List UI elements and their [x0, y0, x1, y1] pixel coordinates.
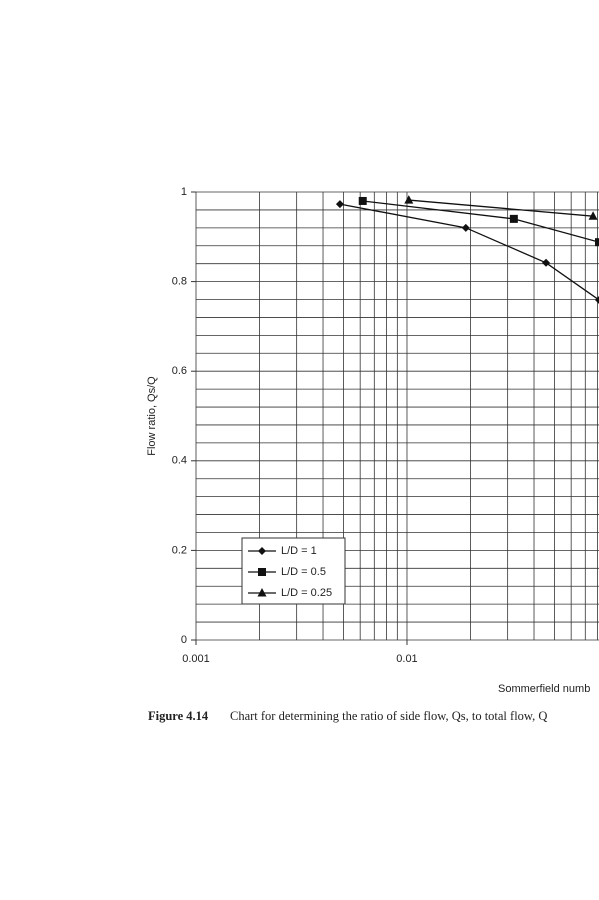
marker [595, 295, 599, 304]
caption-label: Figure 4.14 [148, 709, 209, 723]
marker [588, 211, 598, 220]
marker [358, 196, 367, 205]
marker [509, 214, 518, 223]
caption-text: Chart for determining the ratio of side … [230, 709, 547, 723]
x-axis-label: Sommerfield numb [498, 683, 590, 695]
marker [404, 195, 414, 204]
marker [335, 200, 344, 209]
legend-label: L/D = 0.25 [281, 587, 332, 599]
series-line [362, 200, 599, 243]
series-line [408, 199, 594, 217]
y-axis-label: Flow ratio, Qs/Q [146, 376, 158, 456]
legend-marker [257, 588, 267, 597]
y-tick-label: 0.2 [172, 544, 187, 556]
y-tick-label: 1 [181, 186, 187, 198]
marker [542, 258, 551, 267]
x-tick-label: 0.01 [396, 653, 417, 665]
y-tick-label: 0.8 [172, 276, 187, 288]
legend-marker [258, 568, 266, 576]
marker [595, 238, 599, 247]
legend-marker [258, 547, 266, 555]
marker [461, 223, 470, 232]
legend-label: L/D = 1 [281, 545, 317, 557]
legend-label: L/D = 0.5 [281, 566, 326, 578]
y-tick-label: 0.4 [172, 455, 187, 467]
series-line [339, 203, 599, 301]
y-tick-label: 0.6 [172, 365, 187, 377]
x-tick-label: 0.001 [182, 653, 210, 665]
y-tick-label: 0 [181, 634, 187, 646]
